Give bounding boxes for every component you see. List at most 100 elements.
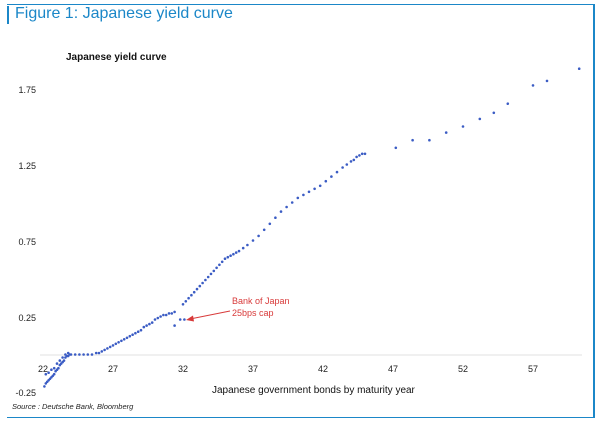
data-point (167, 312, 171, 315)
data-point (94, 351, 98, 355)
data-point (78, 353, 81, 356)
data-point (545, 79, 549, 83)
data-point (170, 312, 174, 315)
data-point (215, 266, 218, 270)
chart-title: Japanese yield curve (66, 52, 167, 63)
data-point (52, 372, 56, 376)
data-point (139, 328, 143, 332)
data-point (251, 239, 255, 242)
data-point (90, 353, 94, 356)
data-point (506, 102, 510, 105)
data-point (478, 117, 482, 121)
data-point (201, 281, 204, 285)
data-point (50, 368, 53, 372)
data-point (178, 318, 182, 321)
annotation-arrowhead (186, 315, 194, 322)
data-point (302, 193, 305, 197)
data-point (330, 175, 333, 178)
annotation-line-1: Bank of Japan (232, 296, 290, 306)
y-tick-label: 0.75 (18, 237, 36, 247)
data-point (428, 138, 431, 142)
data-point (131, 333, 134, 337)
x-tick-label: 22 (37, 364, 48, 374)
y-tick-label: 1.25 (18, 161, 36, 171)
x-tick-label: 47 (387, 364, 398, 374)
data-point (577, 67, 581, 70)
data-point (128, 334, 132, 338)
data-point (226, 255, 230, 259)
data-point (162, 313, 165, 317)
data-point (150, 321, 154, 324)
annotation-arrow (189, 310, 231, 320)
x-axis-label: Japanese government bonds by maturity ye… (212, 385, 415, 396)
frame-right-rule (593, 4, 595, 418)
data-point (345, 163, 349, 166)
data-point (173, 324, 176, 327)
data-point (531, 84, 535, 87)
data-point (212, 269, 216, 273)
data-point (47, 371, 50, 375)
data-point (394, 146, 398, 150)
data-point (125, 336, 129, 340)
data-point (145, 324, 148, 327)
source-note: Source : Deutsche Bank, Bloomberg (12, 402, 134, 411)
data-point (318, 184, 322, 188)
data-point (164, 313, 168, 317)
data-point (461, 125, 465, 128)
data-point (43, 385, 46, 388)
data-point (120, 339, 123, 343)
x-tick-label: 37 (247, 364, 258, 374)
data-point (237, 249, 241, 253)
data-point (108, 345, 112, 349)
data-point (363, 152, 367, 156)
y-tick-label: 0.25 (18, 313, 36, 323)
data-point (184, 300, 188, 303)
data-point (82, 353, 85, 356)
figure-title: Figure 1: Japanese yield curve (15, 5, 233, 22)
data-point (355, 155, 358, 159)
data-point (136, 330, 140, 334)
data-point (444, 131, 448, 134)
x-tick-label: 57 (527, 364, 538, 374)
data-point (195, 287, 199, 291)
data-points (43, 67, 581, 388)
data-point (73, 353, 77, 356)
data-point (257, 234, 260, 238)
data-point (58, 359, 62, 362)
data-point (341, 166, 344, 169)
y-tick-label: 1.75 (18, 85, 36, 95)
data-point (117, 341, 120, 344)
frame-bottom-rule (7, 417, 595, 418)
data-point (66, 351, 70, 355)
data-point (181, 303, 185, 306)
data-point (192, 290, 196, 294)
data-point (183, 318, 186, 321)
title-accent-bar (7, 6, 9, 24)
data-point (246, 243, 249, 247)
data-point (232, 252, 235, 256)
data-point (52, 366, 56, 370)
data-point (274, 216, 277, 219)
annotation-line-2: 25bps cap (232, 308, 274, 318)
data-point (492, 111, 496, 115)
data-point (358, 154, 361, 157)
data-point (313, 187, 316, 191)
data-point (335, 170, 339, 174)
data-point (100, 350, 104, 353)
data-point (173, 310, 176, 314)
data-point (262, 228, 266, 232)
data-point (159, 315, 162, 318)
x-tick-label: 52 (457, 364, 468, 374)
data-point (156, 316, 160, 320)
data-point (241, 246, 245, 250)
data-point (307, 190, 311, 194)
data-point (114, 342, 118, 346)
x-tick-label: 32 (177, 364, 188, 374)
data-point (64, 353, 67, 356)
data-point (148, 322, 151, 326)
data-point (206, 275, 210, 279)
data-point (111, 344, 115, 347)
data-point (153, 318, 157, 321)
data-point (229, 254, 232, 257)
